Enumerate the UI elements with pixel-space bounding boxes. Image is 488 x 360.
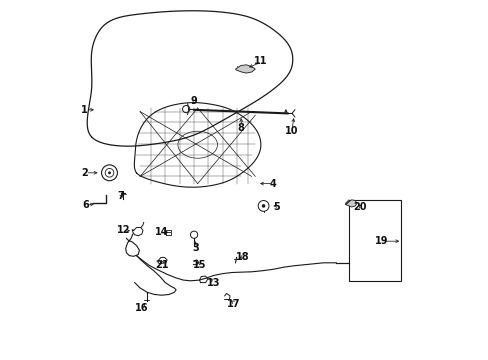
Text: 12: 12 <box>117 225 130 235</box>
Text: 16: 16 <box>135 303 148 313</box>
Text: 5: 5 <box>273 202 280 212</box>
Text: 10: 10 <box>284 126 298 136</box>
Text: 7: 7 <box>117 191 123 201</box>
Text: 8: 8 <box>237 123 244 133</box>
Text: 3: 3 <box>192 243 199 253</box>
Circle shape <box>261 204 265 208</box>
Text: 21: 21 <box>155 260 168 270</box>
Text: 6: 6 <box>82 200 89 210</box>
Polygon shape <box>345 200 356 207</box>
Text: 4: 4 <box>269 179 276 189</box>
Text: 14: 14 <box>155 227 168 237</box>
Text: 2: 2 <box>81 168 87 178</box>
Bar <box>348 200 400 281</box>
Text: 15: 15 <box>192 260 206 270</box>
Text: 18: 18 <box>235 252 249 262</box>
Text: 1: 1 <box>81 105 87 115</box>
Text: 17: 17 <box>226 299 240 309</box>
Text: 13: 13 <box>207 278 220 288</box>
Text: 11: 11 <box>253 56 267 66</box>
Text: 19: 19 <box>374 236 387 246</box>
Text: 20: 20 <box>352 202 366 212</box>
Polygon shape <box>235 65 255 73</box>
Text: 9: 9 <box>190 96 197 106</box>
Circle shape <box>108 171 111 174</box>
